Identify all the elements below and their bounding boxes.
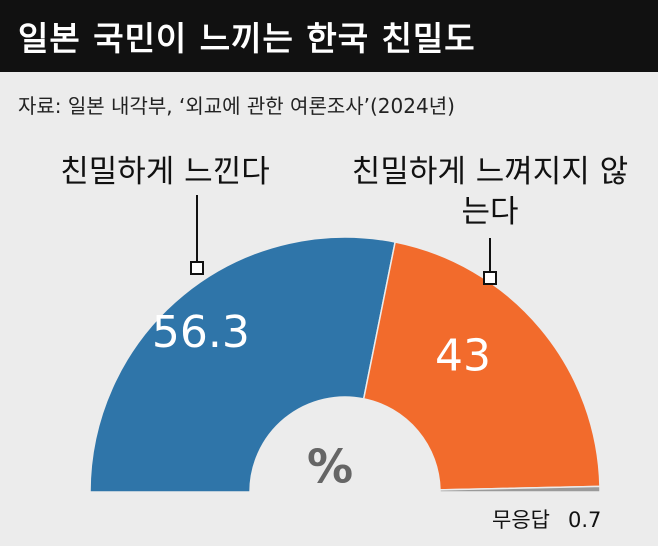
value-label: 43	[435, 330, 491, 381]
segment	[439, 485, 601, 493]
value-label: 56.3	[152, 307, 250, 358]
pointer-marker	[483, 271, 497, 285]
chart-title: 일본 국민이 느끼는 한국 친밀도	[18, 19, 476, 58]
pointer-marker	[190, 261, 204, 275]
category-label: 무응답	[492, 508, 550, 532]
segment	[89, 236, 397, 493]
title-bar	[0, 0, 658, 72]
chart-source: 자료: 일본 내각부, ‘외교에 관한 여론조사’(2024년)	[18, 94, 455, 118]
segment	[362, 241, 601, 491]
category-label: 친밀하게 느낀다	[60, 154, 270, 190]
value-label: 0.7	[568, 508, 602, 532]
category-label: 친밀하게 느껴지지 않는다	[351, 154, 629, 230]
unit-label: %	[307, 440, 353, 494]
